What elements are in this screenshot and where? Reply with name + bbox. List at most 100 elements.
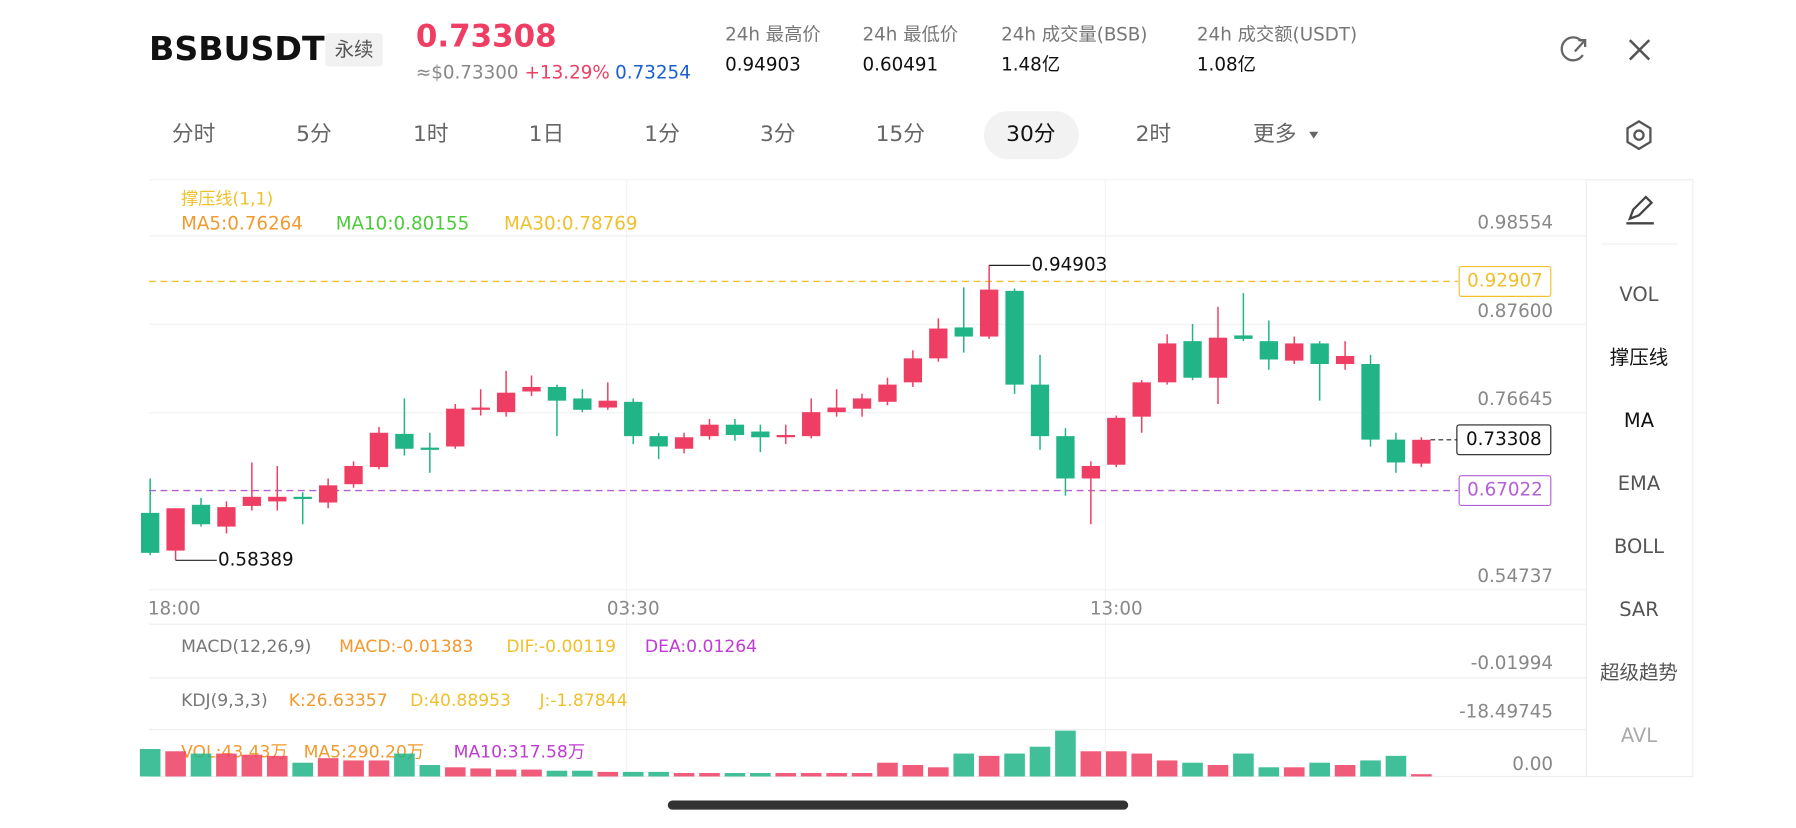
last-price: 0.73308 <box>416 18 557 54</box>
change: +13.29% <box>525 62 610 83</box>
y-tick-label: 0.98554 <box>1477 212 1553 233</box>
volume-bar <box>699 773 720 777</box>
volume-bar <box>1182 762 1203 777</box>
side-menu <box>1585 179 1694 778</box>
candle-body <box>979 289 999 337</box>
interval-tab[interactable]: 1时 <box>413 122 449 147</box>
interval-tab[interactable]: 分时 <box>172 122 215 147</box>
candle-body <box>293 496 312 500</box>
panel-item: K:26.63357 <box>289 691 388 711</box>
candle-body <box>268 496 287 502</box>
candle-body <box>751 431 770 438</box>
candle-body <box>929 328 948 359</box>
candle-body <box>878 384 897 402</box>
interval-tab[interactable]: 2时 <box>1136 122 1172 147</box>
candle-body <box>1386 439 1406 463</box>
more-arrow <box>1309 131 1319 139</box>
tag-badge <box>325 33 383 67</box>
x-tick-label: 03:30 <box>607 598 660 619</box>
candle-body <box>1310 343 1329 365</box>
candle-body <box>141 512 160 553</box>
draw-icon[interactable] <box>1626 195 1654 225</box>
indicator-menu-item[interactable]: SAR <box>1619 598 1659 621</box>
candle-body <box>1056 436 1075 479</box>
volume-bar <box>241 754 263 777</box>
volume-bar <box>394 753 415 777</box>
volume-bar <box>750 773 771 777</box>
interval-tab[interactable]: 更多 <box>1253 122 1296 147</box>
candle-body <box>1081 465 1101 479</box>
candle-body <box>547 386 567 401</box>
interval-tab[interactable]: 30分 <box>1006 122 1055 147</box>
interval-tab[interactable]: 3分 <box>760 122 796 147</box>
candle-body <box>522 386 541 392</box>
volume-bar <box>1233 753 1254 777</box>
volume-bar <box>190 753 212 777</box>
last-price-box <box>1456 424 1552 456</box>
last-price-label: 0.73308 <box>1466 429 1542 450</box>
panel-axis-label: -18.49745 <box>1459 701 1553 722</box>
indicator-menu-item[interactable]: 超级趋势 <box>1600 661 1678 684</box>
volume-bar <box>1385 755 1407 777</box>
candle-body <box>802 412 821 437</box>
candle-body <box>395 433 414 449</box>
candle-body <box>624 401 643 437</box>
candle-body <box>1157 343 1177 383</box>
candle-body <box>1208 337 1228 378</box>
volume-bar <box>495 769 517 777</box>
volume-bar <box>1283 767 1305 777</box>
volume-bar <box>1131 753 1153 777</box>
y-tick-label: 0.54737 <box>1477 566 1553 587</box>
candle-body <box>166 508 185 551</box>
candle-body <box>573 398 592 410</box>
panel-item: DIF:-0.00119 <box>506 637 616 657</box>
indicator-menu-item[interactable]: 撑压线 <box>1610 346 1668 369</box>
indicator-menu-item[interactable]: EMA <box>1618 472 1661 495</box>
candle-body <box>1005 290 1024 385</box>
support-label-box <box>1458 475 1552 507</box>
tag: 永续 <box>335 38 374 61</box>
indicator-menu-item[interactable]: VOL <box>1619 283 1658 306</box>
indicator-menu-item[interactable]: AVL <box>1621 724 1657 747</box>
volume-bar <box>165 751 186 777</box>
volume-bar <box>851 773 873 777</box>
stat-label: 24h 成交量(BSB) <box>1001 25 1147 46</box>
stat-value: 1.08亿 <box>1197 54 1256 75</box>
indicator-menu-item[interactable]: BOLL <box>1614 535 1664 558</box>
volume-bar <box>1360 760 1381 777</box>
candle-body <box>725 424 745 436</box>
interval-tab[interactable]: 1分 <box>644 122 680 147</box>
interval-tab[interactable]: 15分 <box>876 122 925 147</box>
share-icon[interactable] <box>1560 36 1587 62</box>
legend-item: MA30:0.78769 <box>504 213 638 234</box>
candle-body <box>1183 341 1202 378</box>
volume-bar <box>1029 746 1051 777</box>
volume-bar <box>1334 765 1356 777</box>
volume-bar <box>1105 751 1127 777</box>
volume-bar <box>139 748 161 777</box>
indicator-menu-item[interactable]: MA <box>1624 409 1655 432</box>
interval-tab[interactable]: 5分 <box>296 122 332 147</box>
active-tab-bg <box>983 111 1079 160</box>
volume-bar <box>622 771 644 777</box>
panel-title: MACD(12,26,9) <box>181 637 311 657</box>
candle-body <box>242 496 262 506</box>
volume-bar <box>826 773 847 777</box>
legend-item: MA10:0.80155 <box>336 213 470 234</box>
panel-item: MA5:290.20万 <box>304 742 424 762</box>
interval-tab[interactable]: 1日 <box>529 122 565 147</box>
candle-body <box>1030 384 1050 437</box>
y-tick-label: 0.76645 <box>1477 389 1553 410</box>
candle-body <box>1132 382 1151 417</box>
close-icon[interactable] <box>1628 39 1651 61</box>
candle-body <box>496 392 516 413</box>
volume-bar <box>953 753 975 777</box>
volume-bar <box>1156 760 1178 777</box>
volume-bar <box>673 773 695 777</box>
x-tick-label: 13:00 <box>1090 598 1143 619</box>
candle-body <box>1285 343 1304 361</box>
candle-body <box>471 407 490 410</box>
settings-icon[interactable] <box>1626 120 1652 151</box>
stat-label: 24h 最高价 <box>725 25 821 46</box>
